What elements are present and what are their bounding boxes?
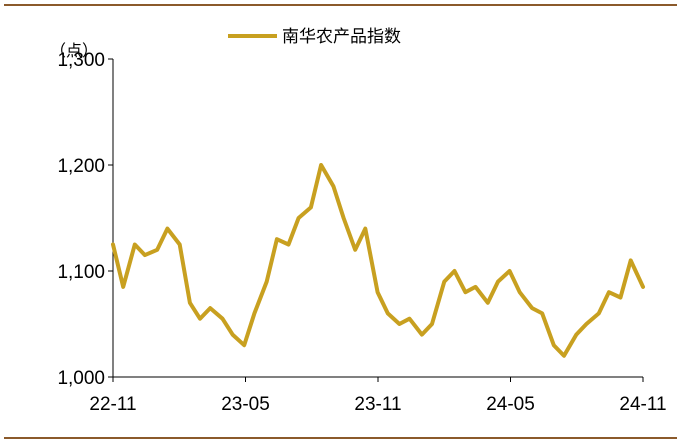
- x-tick-label: 24-05: [486, 394, 535, 415]
- y-tick-label: 1,000: [57, 368, 105, 389]
- x-tick-label: 24-11: [619, 394, 666, 415]
- series-line-nanhua-agri-index: [111, 163, 645, 358]
- y-axis-unit-label: （点）: [50, 42, 98, 60]
- x-axis-ticks: 22-11 23-05 23-11 24-05 24-11: [89, 377, 667, 415]
- legend: 南华农产品指数: [228, 27, 401, 46]
- x-tick-label: 22-11: [89, 394, 136, 415]
- x-tick-label: 23-05: [221, 394, 270, 415]
- y-tick-label: 1,100: [57, 262, 105, 283]
- y-axis-ticks: 1,000 1,100 1,200 1,300: [57, 50, 113, 389]
- x-tick-label: 23-11: [354, 394, 401, 415]
- y-tick-label: 1,300: [57, 50, 105, 71]
- legend-label: 南华农产品指数: [282, 27, 401, 46]
- y-tick-label: 1,200: [57, 156, 105, 177]
